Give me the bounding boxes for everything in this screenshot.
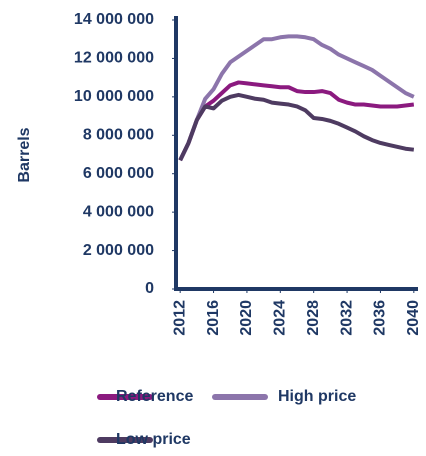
x-tick-label: 2012 [171, 300, 188, 336]
series-line [178, 92, 415, 162]
y-tick-label: 0 [145, 280, 154, 297]
y-tick-label: 10 000 000 [74, 88, 154, 105]
x-tick-label: 2028 [305, 300, 322, 336]
x-tick-label: 2032 [338, 300, 355, 336]
y-tick-label: 12 000 000 [74, 50, 154, 67]
x-tick-label: 2020 [238, 300, 255, 336]
y-tick-label: 4 000 000 [83, 203, 154, 220]
y-axis-label: Barrels [16, 127, 33, 182]
legend-label: High price [278, 388, 356, 405]
series-line [178, 34, 415, 162]
x-tick-label: 2024 [272, 300, 289, 336]
x-tick-label: 2016 [205, 300, 222, 336]
series-line [178, 80, 415, 162]
y-tick-label: 14 000 000 [74, 11, 154, 28]
y-tick-label: 8 000 000 [83, 127, 154, 144]
legend-label: Reference [116, 388, 193, 405]
x-tick-label: 2036 [372, 300, 389, 336]
y-tick-label: 2 000 000 [83, 242, 154, 259]
x-tick-label: 2040 [405, 300, 422, 336]
y-tick-label: 6 000 000 [83, 165, 154, 182]
legend-label: Low price [116, 431, 191, 448]
